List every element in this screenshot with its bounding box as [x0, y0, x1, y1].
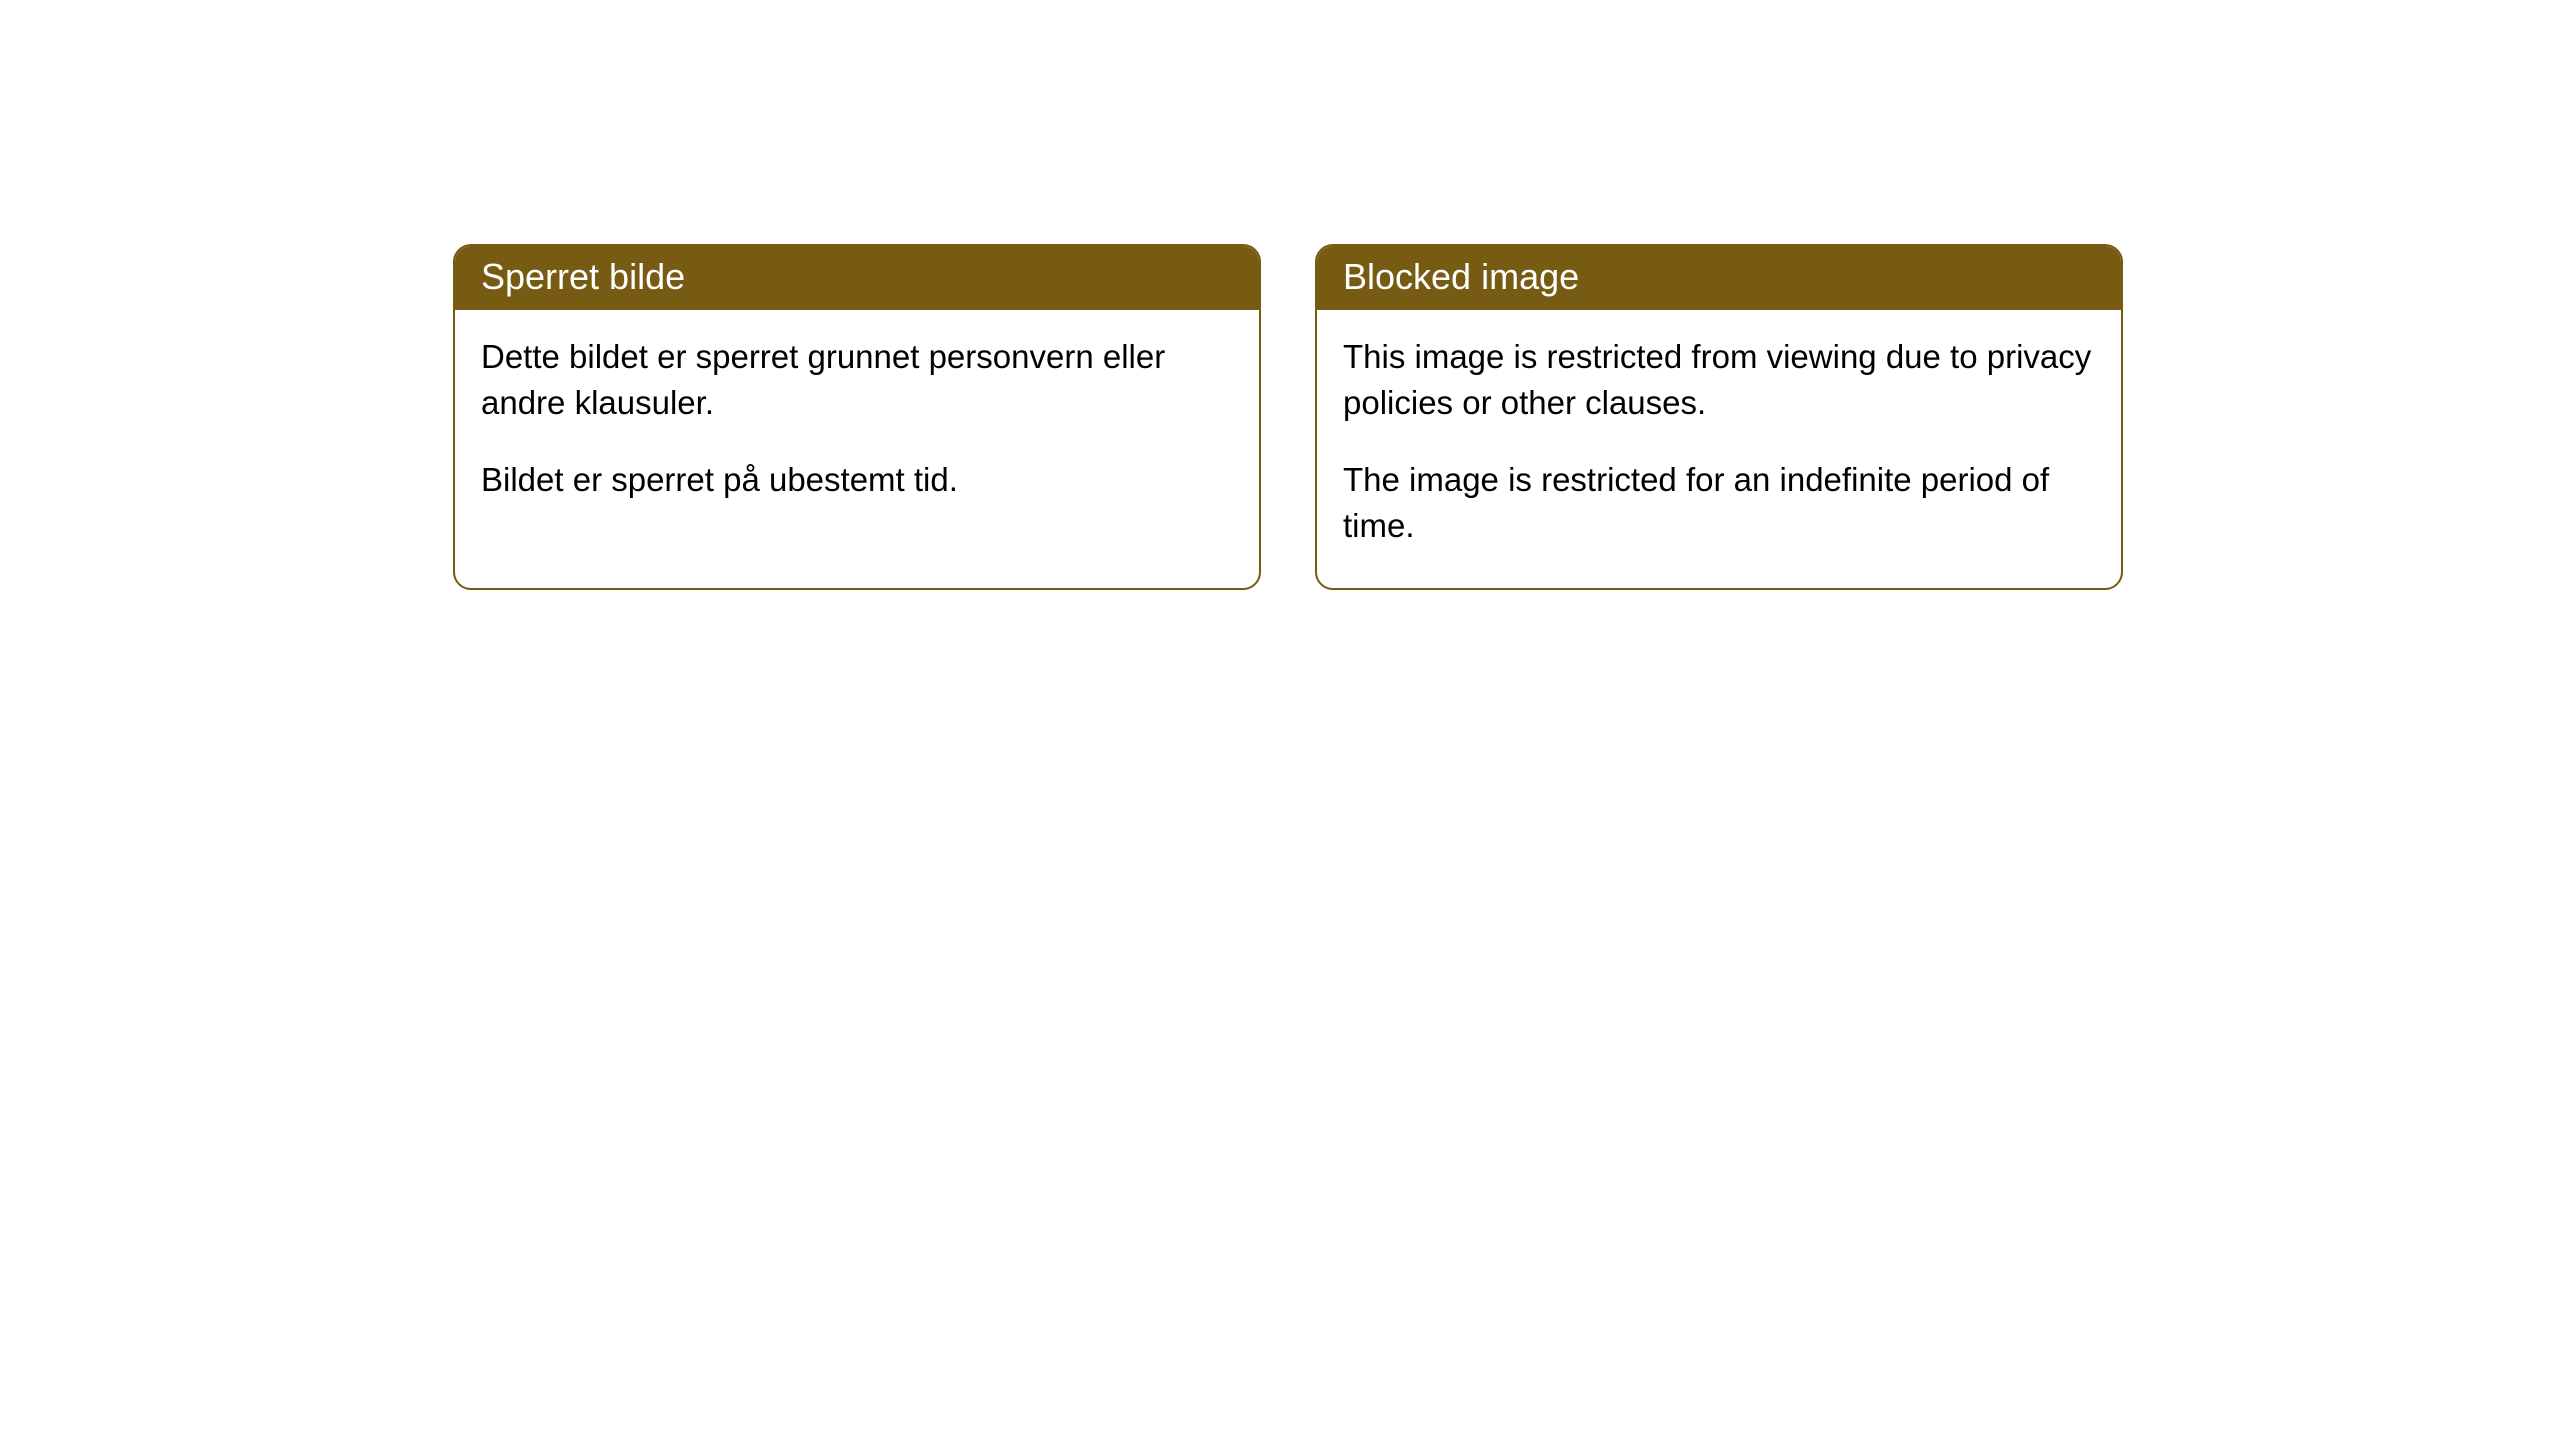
- notice-card-english: Blocked image This image is restricted f…: [1315, 244, 2123, 590]
- card-body: Dette bildet er sperret grunnet personve…: [455, 310, 1259, 543]
- card-text-line-2: Bildet er sperret på ubestemt tid.: [481, 457, 1233, 503]
- cards-container: Sperret bilde Dette bildet er sperret gr…: [0, 0, 2560, 590]
- card-header: Blocked image: [1317, 246, 2121, 310]
- card-header: Sperret bilde: [455, 246, 1259, 310]
- card-text-line-1: Dette bildet er sperret grunnet personve…: [481, 334, 1233, 425]
- card-body: This image is restricted from viewing du…: [1317, 310, 2121, 588]
- card-text-line-2: The image is restricted for an indefinit…: [1343, 457, 2095, 548]
- notice-card-norwegian: Sperret bilde Dette bildet er sperret gr…: [453, 244, 1261, 590]
- card-text-line-1: This image is restricted from viewing du…: [1343, 334, 2095, 425]
- card-title: Sperret bilde: [481, 256, 685, 297]
- card-title: Blocked image: [1343, 256, 1579, 297]
